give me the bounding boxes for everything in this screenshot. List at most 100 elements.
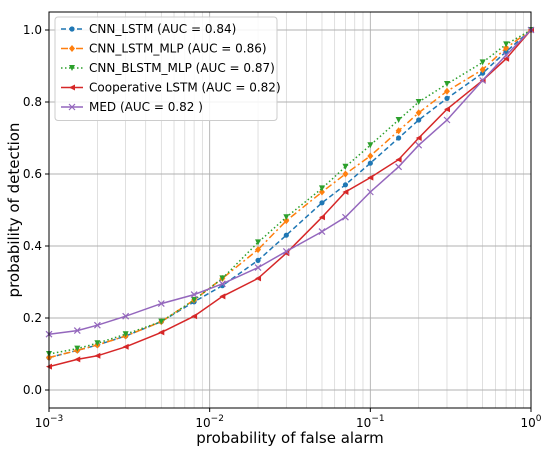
series-3 — [46, 27, 534, 357]
y-tick-label: 0.6 — [23, 167, 42, 181]
data-point — [367, 142, 374, 149]
y-axis-label: probability of detection — [5, 123, 23, 298]
data-point — [443, 87, 450, 95]
data-point — [444, 95, 450, 101]
data-point — [342, 163, 349, 170]
data-point — [255, 239, 262, 246]
legend-item: Cooperative LSTM (AUC = 0.82) — [61, 81, 281, 95]
data-point — [69, 26, 75, 32]
data-point — [342, 213, 349, 221]
data-point — [69, 45, 75, 52]
data-point — [93, 321, 101, 329]
legend-box — [54, 16, 278, 121]
legend-label: CNN_BLSTM_MLP (AUC = 0.87) — [89, 61, 275, 75]
data-point — [254, 264, 262, 272]
data-point — [318, 185, 325, 192]
data-point — [122, 312, 130, 320]
ticks: 0.0 0.2 0.4 0.6 0.8 1.0 10−3 10−2 10−1 100 — [23, 23, 542, 430]
data-point — [342, 170, 349, 178]
data-point — [415, 135, 422, 141]
series-line — [48, 29, 532, 355]
y-tick-label: 0.0 — [23, 383, 42, 397]
data-point — [190, 291, 198, 299]
legend-label: MED (AUC = 0.82 ) — [89, 100, 203, 114]
series-5 — [45, 26, 535, 338]
data-point — [480, 70, 486, 76]
legend-label: CNN_LSTM (AUC = 0.84) — [89, 22, 236, 36]
data-point — [158, 329, 165, 336]
legend-item: CNN_LSTM (AUC = 0.84) — [61, 22, 236, 36]
legend-item: CNN_LSTM_MLP (AUC = 0.86) — [61, 42, 267, 56]
legend-label: CNN_LSTM_MLP (AUC = 0.86) — [89, 42, 267, 56]
series-line — [48, 29, 532, 368]
series-layer — [45, 26, 535, 370]
data-point — [367, 160, 373, 166]
x-tick-label: 100 — [520, 414, 541, 430]
y-tick-label: 0.4 — [23, 239, 42, 253]
data-point — [283, 250, 290, 257]
data-point — [503, 41, 510, 48]
legend-item: MED (AUC = 0.82 ) — [61, 100, 203, 114]
data-point — [283, 232, 289, 238]
data-point — [318, 188, 325, 196]
x-tick-label: 10−2 — [195, 414, 224, 430]
data-point — [319, 200, 325, 206]
data-point — [73, 327, 81, 335]
data-point — [479, 66, 486, 74]
data-point — [415, 109, 422, 117]
data-point — [69, 84, 75, 91]
y-tick-label: 0.8 — [23, 95, 42, 109]
series-line — [48, 29, 532, 335]
data-point — [416, 117, 422, 123]
data-point — [94, 340, 101, 347]
data-point — [74, 345, 81, 352]
data-point — [395, 156, 402, 163]
data-point — [69, 65, 75, 71]
plot-frame — [48, 11, 532, 409]
legend: CNN_LSTM (AUC = 0.84) CNN_LSTM_MLP (AUC =… — [54, 16, 281, 121]
data-point — [122, 343, 129, 350]
data-point — [318, 214, 325, 221]
data-point — [191, 313, 198, 320]
y-tick-label: 1.0 — [23, 23, 42, 37]
data-point — [157, 300, 165, 308]
data-point — [366, 188, 374, 196]
data-point — [219, 293, 226, 300]
data-point — [395, 117, 402, 123]
series-line — [48, 29, 532, 359]
data-point — [443, 81, 450, 87]
data-point — [283, 217, 290, 225]
data-point — [479, 59, 486, 66]
x-axis-label: probability of false alarm — [196, 429, 384, 447]
data-point — [282, 247, 290, 255]
data-point — [367, 174, 374, 181]
data-point — [318, 228, 326, 236]
data-point — [443, 116, 451, 124]
data-point — [415, 141, 423, 149]
data-point — [219, 275, 226, 282]
data-point — [68, 103, 76, 111]
data-point — [255, 257, 261, 263]
data-point — [502, 51, 510, 59]
data-point — [283, 214, 290, 221]
y-tick-label: 0.2 — [23, 311, 42, 325]
data-point — [255, 246, 262, 254]
data-point — [191, 297, 198, 303]
series-line — [48, 29, 532, 359]
data-point — [342, 182, 349, 188]
data-point — [503, 44, 510, 52]
data-point — [367, 152, 374, 160]
x-tick-label: 10−3 — [35, 414, 64, 430]
data-point — [479, 76, 487, 84]
legend-item: CNN_BLSTM_MLP (AUC = 0.87) — [61, 61, 275, 75]
data-point — [396, 135, 402, 141]
data-point — [255, 275, 262, 282]
data-point — [122, 331, 129, 338]
x-tick-label: 10−1 — [356, 414, 385, 430]
data-point — [218, 280, 226, 288]
data-point — [74, 356, 81, 363]
data-point — [415, 99, 422, 105]
data-point — [443, 106, 450, 113]
data-point — [395, 127, 402, 135]
